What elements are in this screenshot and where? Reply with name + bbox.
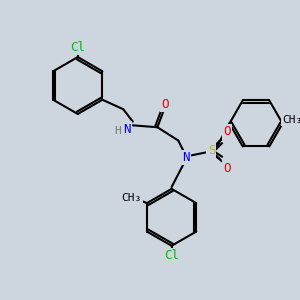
Text: O: O — [161, 98, 169, 111]
Text: N: N — [182, 151, 190, 164]
Text: H: H — [114, 126, 121, 136]
Text: O: O — [223, 161, 230, 175]
Text: S: S — [208, 143, 215, 157]
Text: CH₃: CH₃ — [282, 115, 300, 125]
Text: Cl: Cl — [164, 249, 179, 262]
Text: Cl: Cl — [70, 41, 85, 54]
Text: N: N — [123, 123, 131, 136]
Text: O: O — [223, 125, 230, 139]
Text: CH₃: CH₃ — [122, 194, 142, 203]
